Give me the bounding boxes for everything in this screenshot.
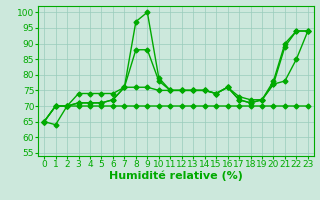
X-axis label: Humidité relative (%): Humidité relative (%) [109,171,243,181]
